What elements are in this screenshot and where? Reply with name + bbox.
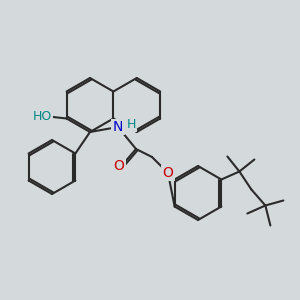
Text: HO: HO bbox=[33, 110, 52, 123]
Text: H: H bbox=[126, 118, 136, 130]
Text: N: N bbox=[113, 120, 123, 134]
Text: O: O bbox=[114, 159, 124, 173]
Text: O: O bbox=[163, 166, 173, 180]
